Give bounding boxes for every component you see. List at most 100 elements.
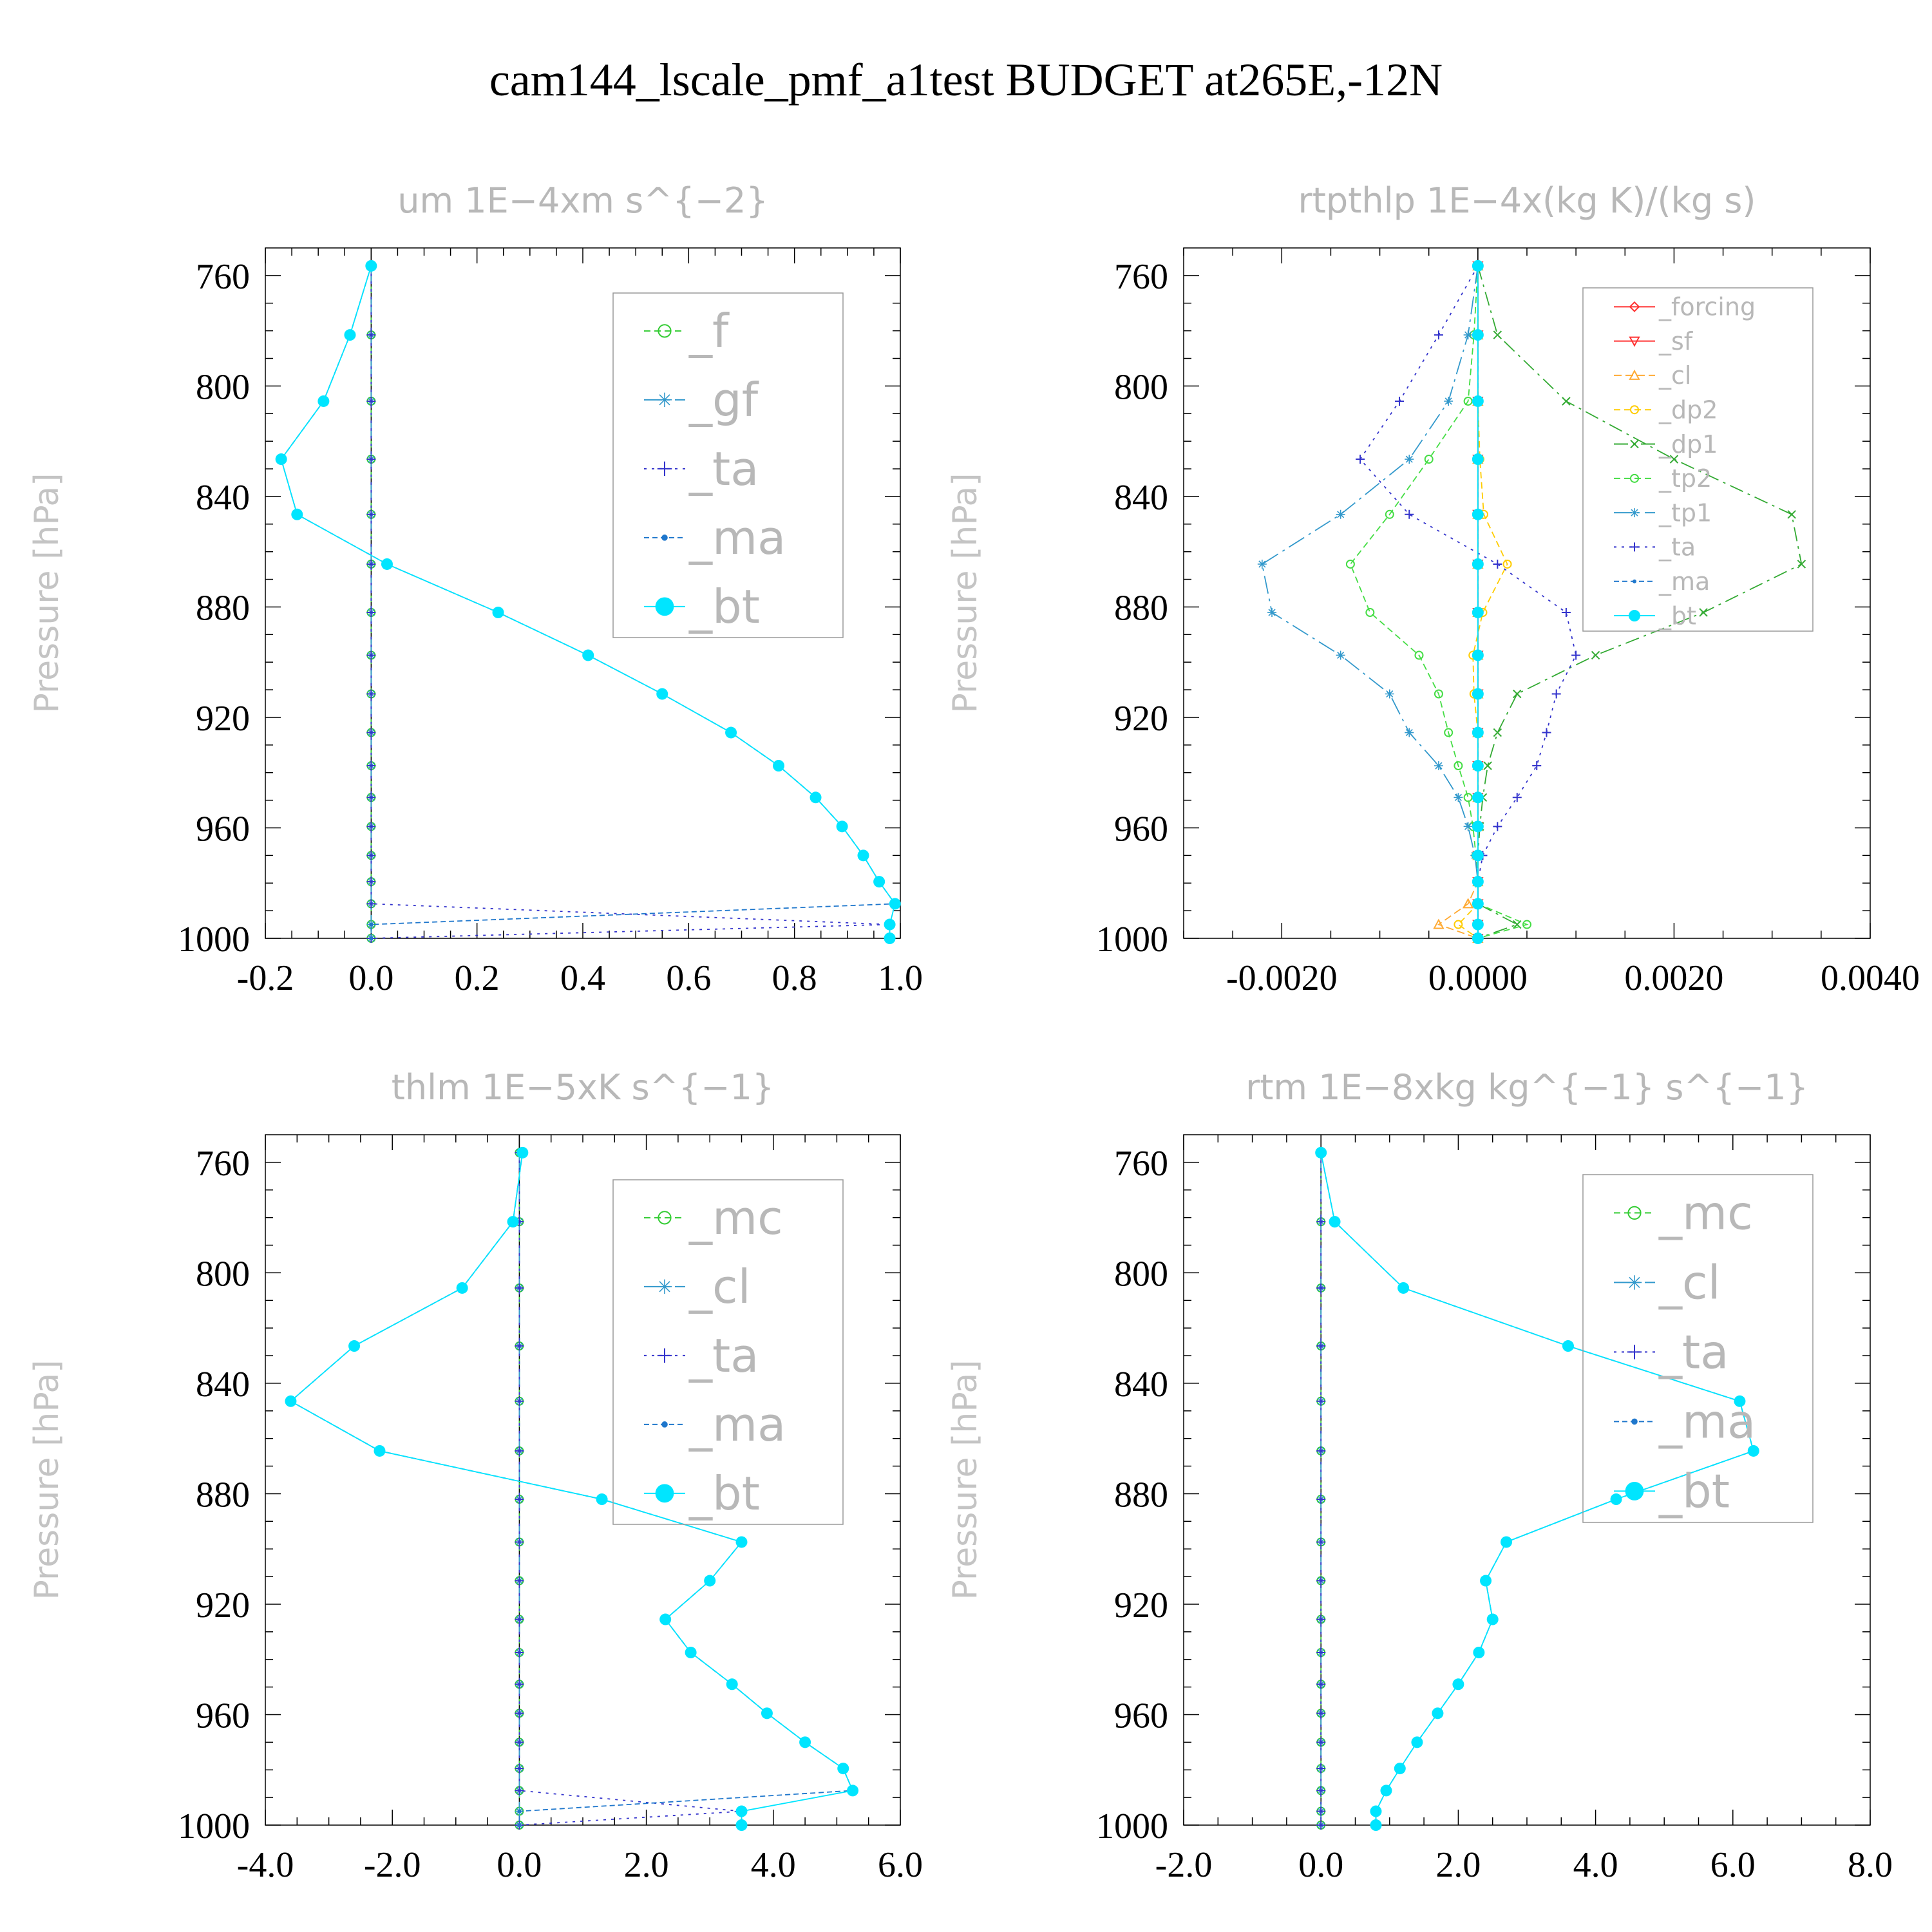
data-point [366, 761, 376, 770]
y-tick-label: 840 [1114, 478, 1168, 518]
legend-item: _cl [1614, 1256, 1721, 1310]
legend-marker [1630, 439, 1639, 449]
data-point [1473, 1647, 1485, 1658]
data-point [515, 1341, 524, 1351]
legend-label: _ta [688, 442, 759, 496]
y-tick-label: 800 [196, 367, 250, 407]
data-point [857, 849, 869, 862]
y-tick-label: 1000 [1096, 1806, 1168, 1846]
data-point [366, 330, 376, 340]
legend-label: _cl [688, 1260, 751, 1314]
data-point [656, 688, 668, 700]
series-line [289, 1152, 854, 1825]
legend-label: _f [688, 304, 730, 358]
y-tick-label: 880 [196, 588, 250, 628]
y-tick-label: 960 [196, 809, 250, 849]
legend-box [1582, 287, 1814, 632]
legend-label: _ma [688, 511, 786, 565]
series-dp1 [1473, 261, 1806, 943]
x-tick-label: 0.0000 [1428, 958, 1528, 998]
data-point [1316, 1446, 1326, 1455]
legend-marker [1630, 508, 1639, 518]
legend-label: _bt [1658, 601, 1696, 630]
data-point [1532, 761, 1542, 770]
data-point [810, 791, 822, 804]
x-tick-label: 0.2 [455, 958, 500, 998]
data-point [1463, 330, 1473, 340]
x-tick-label: -0.0020 [1226, 958, 1338, 998]
legend-marker [1629, 610, 1640, 622]
data-point [1356, 455, 1365, 464]
legend-marker [657, 461, 672, 477]
y-tick-label: 1000 [178, 920, 250, 960]
data-point [582, 649, 594, 661]
legend-marker [1630, 542, 1639, 552]
data-point [1316, 1680, 1326, 1689]
data-point [1472, 260, 1484, 272]
data-point [516, 1146, 529, 1159]
data-point [1463, 396, 1473, 406]
legend-label: _ma [1658, 567, 1710, 596]
data-point [517, 1823, 522, 1827]
series-ta [1356, 261, 1581, 943]
data-point [515, 1576, 524, 1586]
data-point [685, 1647, 697, 1658]
series-ma [289, 1150, 855, 1827]
series-bt [285, 1146, 859, 1831]
data-point [515, 1786, 524, 1795]
data-point [837, 1763, 849, 1775]
y-tick-label: 760 [196, 257, 250, 297]
legend-marker [1627, 1206, 1642, 1220]
data-point [1411, 1736, 1423, 1748]
data-point [344, 329, 356, 341]
y-tick-label: 880 [196, 1475, 250, 1515]
data-point [1316, 1709, 1326, 1718]
data-point [381, 558, 393, 570]
legend-label: _ta [1658, 533, 1696, 562]
series-line [1359, 265, 1577, 938]
x-tick-label: 0.0 [1298, 1845, 1343, 1885]
data-point [366, 650, 376, 660]
data-point [365, 260, 377, 272]
data-point [369, 936, 374, 940]
legend-item: _tp2 [1614, 464, 1712, 493]
data-point [1336, 509, 1345, 519]
y-tick-label: 800 [196, 1254, 250, 1294]
data-point [1501, 1536, 1513, 1548]
data-point [1385, 509, 1394, 519]
legend-item: _dp2 [1614, 396, 1718, 424]
data-point [369, 922, 374, 927]
legend-marker [1630, 473, 1639, 483]
data-point [1397, 1282, 1410, 1294]
data-point [1502, 559, 1512, 569]
data-point [515, 1709, 524, 1718]
data-point [515, 1764, 524, 1774]
y-tick-label: 920 [196, 1586, 250, 1625]
series-bt [1472, 260, 1484, 944]
data-point [317, 395, 330, 407]
legend-item: _bt [1614, 601, 1696, 630]
data-point [1561, 608, 1571, 618]
data-point [1405, 509, 1414, 519]
data-point [1345, 559, 1355, 569]
data-point [1483, 761, 1492, 770]
series-cl [1433, 260, 1484, 943]
y-tick-label: 880 [1114, 588, 1168, 628]
data-point [735, 1805, 748, 1817]
x-tick-label: 0.0 [497, 1845, 542, 1885]
data-point [1472, 329, 1484, 341]
data-point [515, 1283, 524, 1293]
legend-item: _sf [1614, 327, 1694, 355]
data-point [1434, 689, 1443, 699]
y-axis-label: Pressure [hPa] [946, 473, 985, 714]
data-point [1562, 1340, 1574, 1352]
legend-item: _f [644, 304, 730, 358]
panel-title: rtpthlp 1E−4x(kg K)/(kg s) [1298, 180, 1756, 221]
data-point [1699, 608, 1708, 617]
legend-label: _gf [688, 373, 759, 427]
data-point [873, 876, 886, 888]
data-point [1433, 918, 1444, 929]
series-ta [366, 261, 895, 943]
y-tick-label: 1000 [1096, 920, 1168, 960]
data-point [1797, 560, 1806, 569]
